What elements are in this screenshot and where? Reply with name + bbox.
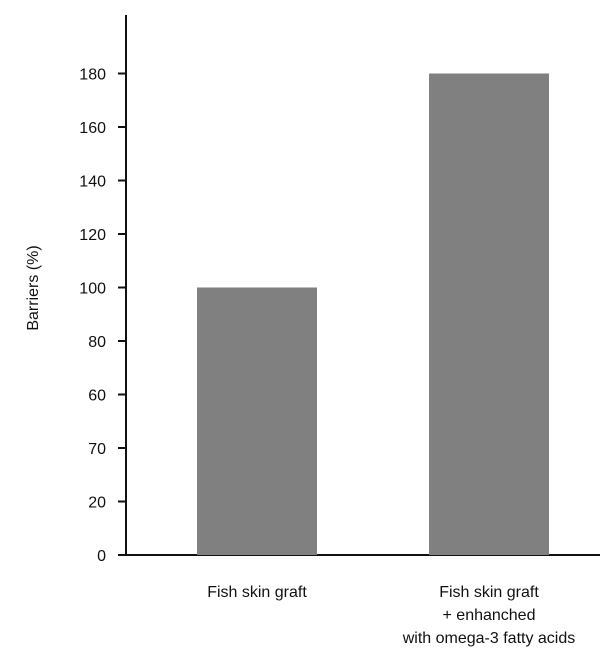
y-tick-label: 180 xyxy=(79,67,106,84)
y-tick-label: 80 xyxy=(88,334,106,351)
y-tick-label: 140 xyxy=(79,174,106,191)
bar xyxy=(197,287,317,555)
x-category-label: + enhanched xyxy=(443,607,536,624)
y-tick-label: 100 xyxy=(79,281,106,298)
y-tick-label: 60 xyxy=(88,388,106,405)
x-category-label: Fish skin graft xyxy=(207,584,307,601)
y-tick-label: 0 xyxy=(97,548,106,565)
y-tick-label: 20 xyxy=(88,495,106,512)
x-labels: Fish skin graft Fish skin graft + enhanche… xyxy=(207,584,575,647)
bar xyxy=(429,73,549,555)
x-category-label: Fish skin graft xyxy=(439,584,539,601)
y-ticks: 0 20 70 60 80 100 120 140 160 180 xyxy=(79,67,126,565)
y-tick-label: 70 xyxy=(88,441,106,458)
bars xyxy=(197,73,549,555)
y-axis-title: Barriers (%) xyxy=(25,245,42,330)
x-category-label: with omega-3 fatty acids xyxy=(402,630,576,647)
y-tick-label: 160 xyxy=(79,120,106,137)
y-tick-label: 120 xyxy=(79,227,106,244)
